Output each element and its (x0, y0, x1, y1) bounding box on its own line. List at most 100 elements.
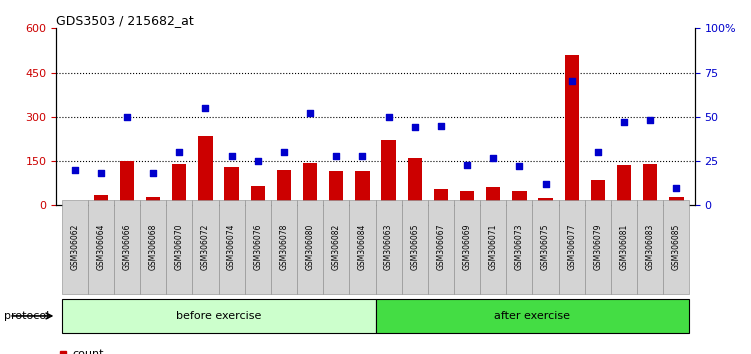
Point (409, 125, 421, 130)
Bar (146, 197, 160, 205)
Bar (303, 162, 317, 205)
Bar (538, 198, 553, 205)
Bar (166, 200, 192, 294)
Bar (88, 200, 114, 294)
Point (618, 119, 630, 125)
Point (357, 153, 369, 159)
Bar (225, 167, 239, 205)
Point (592, 149, 604, 155)
Point (278, 149, 290, 155)
Bar (532, 200, 559, 294)
Point (147, 171, 159, 176)
Bar (94, 195, 108, 205)
Bar (62, 200, 88, 294)
Bar (434, 189, 448, 205)
Bar (114, 200, 140, 294)
Text: GSM306069: GSM306069 (463, 224, 472, 270)
Bar (329, 171, 343, 205)
Text: GSM306068: GSM306068 (149, 224, 158, 270)
Text: GSM306066: GSM306066 (122, 224, 131, 270)
Text: GSM306083: GSM306083 (646, 224, 655, 270)
Text: GSM306080: GSM306080 (306, 224, 315, 270)
Text: GDS3503 / 215682_at: GDS3503 / 215682_at (56, 14, 194, 27)
Text: GSM306064: GSM306064 (96, 224, 105, 270)
Bar (172, 164, 186, 205)
Bar (402, 200, 428, 294)
Bar (428, 200, 454, 294)
Bar (349, 200, 376, 294)
Bar (355, 171, 369, 205)
Bar (617, 166, 632, 205)
Bar (251, 186, 265, 205)
Point (382, 114, 394, 120)
Point (200, 105, 212, 111)
Bar (611, 200, 637, 294)
Bar (140, 200, 166, 294)
Bar (669, 197, 683, 205)
Text: GSM306075: GSM306075 (541, 224, 550, 270)
Bar (643, 164, 657, 205)
Bar (297, 200, 323, 294)
Text: GSM306084: GSM306084 (358, 224, 367, 270)
Point (566, 79, 578, 84)
Bar (68, 202, 82, 205)
Text: GSM306067: GSM306067 (436, 224, 445, 270)
Text: GSM306063: GSM306063 (384, 224, 393, 270)
Bar (271, 200, 297, 294)
Text: GSM306076: GSM306076 (253, 224, 262, 270)
Bar (512, 190, 526, 205)
Text: GSM306079: GSM306079 (593, 224, 602, 270)
Bar (276, 170, 291, 205)
Bar (408, 158, 422, 205)
Bar (486, 187, 500, 205)
Bar (559, 200, 585, 294)
Text: before exercise: before exercise (176, 311, 261, 321)
Bar (460, 190, 475, 205)
Text: protocol: protocol (4, 311, 49, 321)
Text: GSM306078: GSM306078 (279, 224, 288, 270)
Text: count: count (72, 349, 104, 354)
Bar (323, 200, 349, 294)
Bar (192, 200, 219, 294)
Bar (591, 180, 605, 205)
Text: GSM306070: GSM306070 (175, 224, 184, 270)
Text: GSM306071: GSM306071 (489, 224, 498, 270)
Bar (637, 200, 663, 294)
Bar (454, 200, 480, 294)
Point (95, 171, 107, 176)
Bar (663, 200, 689, 294)
Point (330, 153, 342, 159)
Text: GSM306074: GSM306074 (227, 224, 236, 270)
Point (461, 162, 473, 167)
Point (435, 123, 447, 129)
Point (173, 149, 185, 155)
Point (252, 158, 264, 164)
Bar (62, 299, 376, 333)
Point (225, 153, 237, 159)
Text: GSM306077: GSM306077 (567, 224, 576, 270)
Bar (382, 141, 396, 205)
Text: GSM306065: GSM306065 (410, 224, 419, 270)
Bar (219, 200, 245, 294)
Text: after exercise: after exercise (494, 311, 571, 321)
Bar (245, 200, 271, 294)
Bar (506, 200, 532, 294)
Point (304, 110, 316, 116)
Point (121, 114, 133, 120)
Bar (376, 200, 402, 294)
Text: GSM306082: GSM306082 (332, 224, 341, 270)
Point (487, 155, 499, 160)
Bar (119, 161, 134, 205)
Text: GSM306081: GSM306081 (620, 224, 629, 270)
Bar (565, 55, 579, 205)
Text: GSM306072: GSM306072 (201, 224, 210, 270)
Bar (585, 200, 611, 294)
Text: GSM306073: GSM306073 (515, 224, 524, 270)
Bar (480, 200, 506, 294)
Point (671, 185, 683, 190)
Point (514, 164, 526, 169)
Point (644, 118, 656, 123)
Text: GSM306062: GSM306062 (70, 224, 79, 270)
Bar (376, 299, 689, 333)
Bar (198, 136, 213, 205)
